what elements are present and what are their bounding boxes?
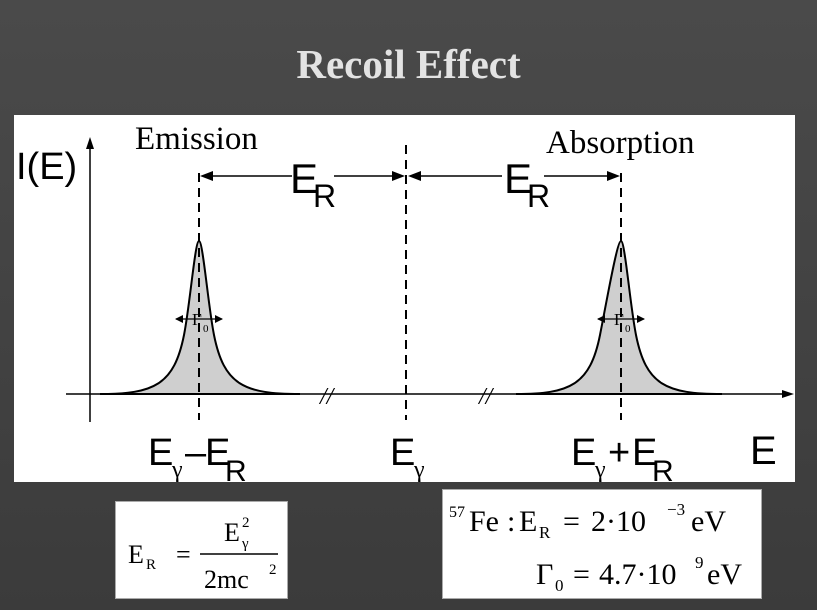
formula-er-symbol: E <box>128 540 144 569</box>
energy-symbol: E <box>205 432 230 474</box>
linewidth-unit: eV <box>707 558 742 591</box>
er-symbol: E <box>290 155 318 202</box>
linewidth-arrowhead <box>215 315 223 323</box>
recoil-diagram: // // I(E) Emission Absorption E R E R Γ… <box>14 115 795 482</box>
formula-equals: = <box>176 540 191 569</box>
gamma-subscript: 0 <box>625 323 631 335</box>
tick-label-absorption: E γ + E R <box>571 432 674 482</box>
linewidth-subscript: 0 <box>555 576 564 595</box>
er-subscript: R <box>313 178 336 214</box>
linewidth-exponent: 9 <box>695 553 704 572</box>
gamma-symbol: Γ <box>614 310 624 329</box>
er-arrowhead <box>200 171 213 181</box>
absorption-label: Absorption <box>546 125 695 161</box>
gamma-subscript: γ <box>594 457 606 482</box>
linewidth-arrowhead <box>597 315 605 323</box>
energy-symbol: E <box>390 432 415 474</box>
formula-numerator: E <box>224 518 240 547</box>
iron-er-symbol: E <box>519 505 537 538</box>
y-axis-label: I(E) <box>16 146 77 188</box>
energy-symbol: E <box>148 432 173 474</box>
emission-linewidth-label: Γ 0 <box>192 310 209 335</box>
gamma-subscript: 0 <box>203 323 209 335</box>
linewidth-arrowhead <box>637 315 645 323</box>
recoil-energy-exponent: −3 <box>667 500 685 519</box>
formula-denominator-exponent: 2 <box>269 562 277 578</box>
er-arrowhead <box>408 171 421 181</box>
recoil-energy-formula: E R = E γ 2 2mc 2 <box>115 501 288 599</box>
tick-label-gamma: E γ <box>390 432 425 482</box>
er-label-left: E R <box>290 155 336 214</box>
x-axis-arrowhead <box>782 390 794 398</box>
formula-denominator: 2mc <box>204 565 249 594</box>
er-arrowhead <box>392 171 405 181</box>
recoil-subscript: R <box>225 455 247 482</box>
tick-label-emission: E γ – E R <box>148 432 247 482</box>
absorption-linewidth-label: Γ 0 <box>614 310 631 335</box>
er-subscript: R <box>527 178 550 214</box>
recoil-energy-value: 2·10 <box>591 505 646 538</box>
recoil-subscript: R <box>652 455 674 482</box>
slide-title: Recoil Effect <box>296 41 521 87</box>
er-label-right: E R <box>504 155 550 214</box>
iron-57-values: 57 Fe : E R = 2·10 −3 eV Γ 0 = 4.7·10 9 … <box>442 489 762 599</box>
isotope-mass-number: 57 <box>449 504 465 521</box>
minus-sign: – <box>185 432 207 474</box>
recoil-energy-unit: eV <box>691 505 726 538</box>
element-symbol: Fe <box>469 505 499 538</box>
formula-numerator-subscript: γ <box>241 536 249 552</box>
plus-sign: + <box>608 432 630 474</box>
linewidth-value: 4.7·10 <box>599 558 677 591</box>
iron-er-subscript: R <box>539 523 551 542</box>
gamma-subscript: γ <box>413 457 425 482</box>
formula-numerator-exponent: 2 <box>242 515 250 531</box>
colon-separator: : <box>507 505 515 538</box>
iron-values-canvas: 57 Fe : E R = 2·10 −3 eV Γ 0 = 4.7·10 9 … <box>449 500 742 595</box>
x-axis-label: E <box>750 429 777 473</box>
iron-er-equals: = <box>563 505 580 538</box>
emission-label: Emission <box>135 121 258 157</box>
gamma-symbol: Γ <box>192 310 202 329</box>
diagram-canvas: // // I(E) Emission Absorption E R E R Γ… <box>16 121 794 482</box>
er-symbol: E <box>504 155 532 202</box>
linewidth-arrowhead <box>175 315 183 323</box>
energy-symbol: E <box>571 432 596 474</box>
linewidth-symbol: Γ <box>536 558 553 591</box>
formula-canvas: E R = E γ 2 2mc 2 <box>128 515 278 594</box>
axis-break-left: // <box>318 384 336 410</box>
axis-break-right: // <box>477 384 495 410</box>
gamma-subscript: γ <box>171 457 183 482</box>
energy-symbol: E <box>632 432 657 474</box>
y-axis-arrowhead <box>86 137 94 149</box>
formula-er-subscript: R <box>146 557 156 573</box>
er-arrowhead <box>607 171 620 181</box>
linewidth-equals: = <box>573 558 590 591</box>
